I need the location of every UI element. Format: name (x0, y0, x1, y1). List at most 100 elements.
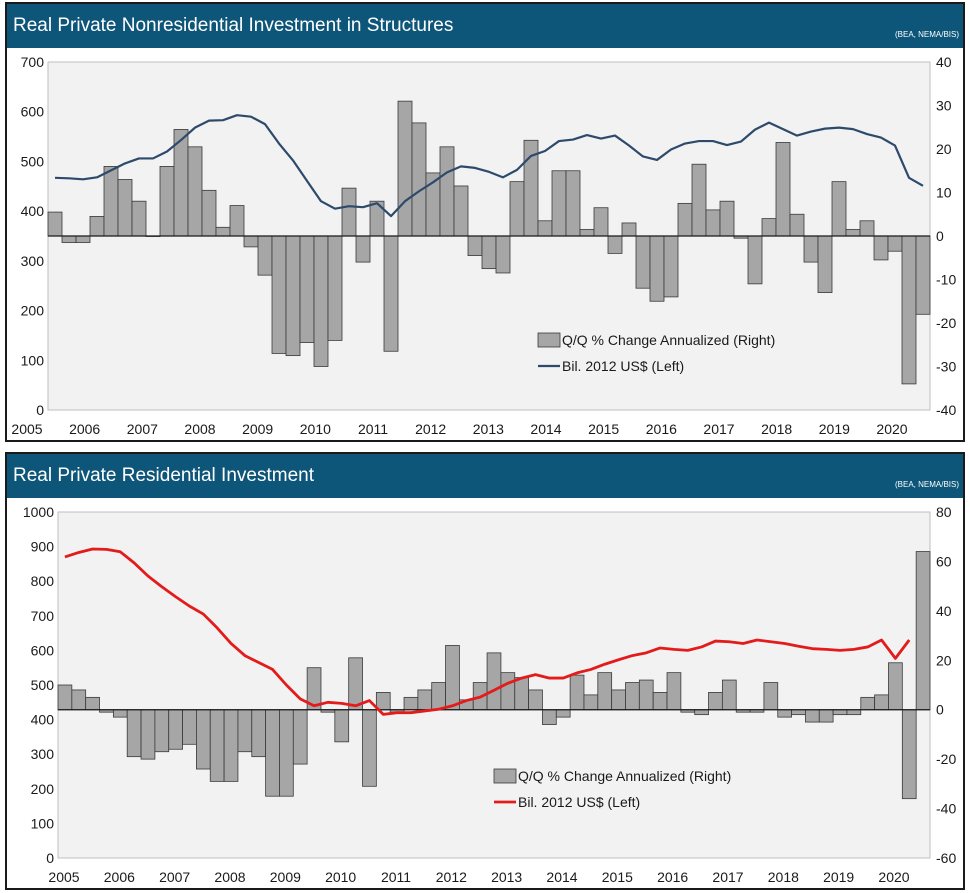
qq-change-bar (265, 709, 280, 797)
qq-change-bar (514, 677, 530, 711)
qq-change-bar (251, 709, 267, 758)
left-axis-tick-label: 1000 (23, 504, 54, 520)
qq-change-bar (528, 689, 543, 711)
right-axis-tick-label: -40 (936, 801, 956, 817)
qq-change-bar (431, 682, 446, 711)
qq-change-bar (901, 709, 917, 800)
qq-change-bar (789, 213, 805, 237)
qq-change-bar (439, 146, 455, 237)
x-axis-year-label: 2006 (69, 421, 100, 437)
qq-change-bar (467, 235, 483, 256)
qq-change-bar (140, 709, 156, 760)
right-axis-tick-label: 20 (936, 652, 952, 668)
x-axis-year-label: 2009 (270, 869, 301, 885)
x-axis-year-label: 2014 (546, 869, 577, 885)
qq-change-bar (611, 689, 626, 711)
chart-title: Real Private Residential Investment (13, 465, 314, 486)
qq-change-bar (112, 709, 128, 718)
x-axis-year-label: 2013 (473, 421, 504, 437)
qq-change-bar (159, 166, 175, 237)
qq-change-bar (495, 235, 511, 274)
right-axis-tick-label: 0 (936, 228, 944, 244)
x-axis-year-label: 2006 (104, 869, 135, 885)
qq-change-bar (182, 709, 197, 745)
qq-change-bar (362, 709, 377, 787)
x-axis-year-label: 2017 (712, 869, 743, 885)
right-axis-tick-label: -60 (936, 850, 956, 866)
left-axis-tick-label: 0 (36, 402, 44, 418)
qq-change-bar (846, 709, 862, 716)
qq-change-bar (215, 226, 231, 237)
right-axis-tick-label: 40 (936, 54, 952, 70)
left-axis-tick-label: 200 (31, 781, 55, 797)
qq-change-bar (313, 235, 329, 367)
qq-change-bar (579, 229, 595, 237)
right-axis-tick-label: 10 (936, 185, 952, 201)
qq-change-bar (348, 657, 363, 711)
left-axis-tick-label: 400 (31, 712, 55, 728)
qq-change-bar (403, 696, 419, 711)
right-axis-tick-label: 80 (936, 504, 952, 520)
qq-change-bar (168, 709, 183, 750)
qq-change-bar (663, 235, 679, 298)
qq-change-bar (292, 709, 308, 765)
qq-change-bar (803, 235, 819, 263)
x-axis-year-label: 2009 (242, 421, 273, 437)
left-axis-tick-label: 500 (21, 153, 45, 169)
right-axis-tick-label: -20 (936, 315, 956, 331)
qq-change-bar (621, 222, 637, 237)
qq-change-bar (694, 709, 709, 716)
qq-change-bar (747, 235, 763, 285)
left-axis-tick-label: 900 (31, 539, 55, 555)
left-axis-tick-label: 100 (21, 352, 45, 368)
qq-change-bar (341, 187, 357, 237)
qq-change-bar (542, 709, 557, 725)
qq-change-bar (299, 235, 315, 343)
right-axis-tick-label: 20 (936, 141, 952, 157)
nonresidential-chart-panel: Real Private Nonresidential Investment i… (5, 2, 965, 442)
qq-change-bar (85, 696, 100, 711)
x-axis-year-label: 2019 (819, 421, 850, 437)
x-axis-year-label: 2010 (300, 421, 331, 437)
qq-change-bar (154, 709, 170, 753)
residential-chart-panel: Real Private Residential Investment (BEA… (5, 452, 965, 890)
qq-change-bar (625, 682, 640, 711)
chart-header: Real Private Nonresidential Investment i… (7, 4, 963, 48)
qq-change-bar (57, 684, 73, 711)
x-axis-year-label: 2005 (48, 869, 79, 885)
left-axis-tick-label: 800 (31, 573, 55, 589)
x-axis-year-label: 2007 (159, 869, 190, 885)
qq-change-bar (887, 235, 903, 252)
x-axis-year-label: 2020 (878, 869, 909, 885)
qq-change-bar (691, 163, 707, 237)
qq-change-bar (89, 216, 105, 237)
legend-bar-swatch (493, 768, 517, 784)
qq-change-bar (555, 709, 571, 718)
qq-change-bar (537, 220, 553, 237)
qq-change-bar (775, 142, 791, 237)
level-line (64, 547, 911, 716)
right-axis-tick-label: 60 (936, 553, 952, 569)
left-axis-tick-label: 600 (21, 104, 45, 120)
qq-change-bar (705, 209, 721, 237)
qq-change-bar (271, 235, 287, 354)
qq-change-bar (237, 709, 253, 753)
qq-change-bar (791, 709, 806, 716)
qq-change-bar (635, 235, 651, 289)
qq-change-bar (397, 100, 413, 237)
qq-change-bar (279, 709, 294, 797)
x-axis-year-label: 2018 (768, 869, 799, 885)
qq-change-bar (607, 235, 623, 254)
qq-change-bar (638, 679, 654, 711)
left-axis-tick-label: 700 (31, 608, 55, 624)
x-axis-year-label: 2017 (703, 421, 734, 437)
x-axis-year-label: 2012 (436, 869, 467, 885)
qq-change-bar (719, 200, 735, 237)
right-axis-tick-label: 40 (936, 603, 952, 619)
qq-change-bar (500, 672, 516, 711)
qq-change-bar (71, 689, 87, 711)
qq-change-bar (708, 692, 723, 711)
qq-change-bar (417, 689, 433, 711)
qq-change-bar (481, 235, 497, 270)
qq-change-bar (196, 709, 211, 770)
